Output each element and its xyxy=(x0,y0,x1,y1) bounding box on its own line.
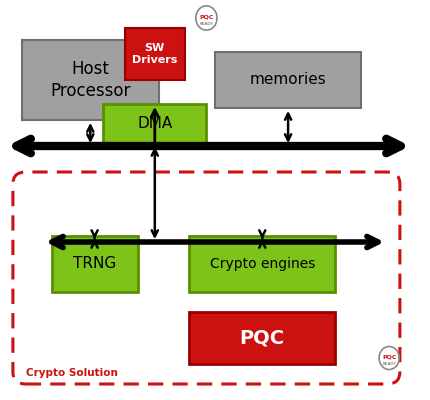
Text: memories: memories xyxy=(250,72,326,88)
Text: SW
Drivers: SW Drivers xyxy=(132,43,178,65)
Text: TRNG: TRNG xyxy=(73,256,116,272)
Text: PQC: PQC xyxy=(199,15,214,20)
Bar xyxy=(103,104,206,144)
Bar xyxy=(189,312,335,364)
Text: PQC: PQC xyxy=(240,328,285,348)
Text: READY: READY xyxy=(382,362,396,366)
Text: Crypto engines: Crypto engines xyxy=(209,257,315,271)
Text: READY: READY xyxy=(200,22,213,26)
Text: DMA: DMA xyxy=(137,116,172,132)
Text: Crypto Solution: Crypto Solution xyxy=(26,368,118,378)
Bar xyxy=(22,40,159,120)
Bar xyxy=(189,236,335,292)
Bar xyxy=(52,236,138,292)
Text: Host
Processor: Host Processor xyxy=(50,60,130,100)
Bar xyxy=(215,52,361,108)
Bar xyxy=(125,28,185,80)
Text: PQC: PQC xyxy=(382,355,396,360)
